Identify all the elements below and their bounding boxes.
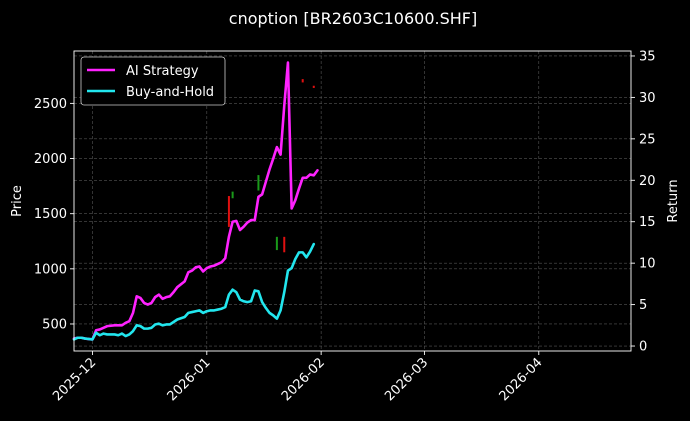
x-tick-label: 2026-03 — [382, 355, 431, 404]
y-left-tick-label: 1500 — [34, 207, 67, 222]
y-right-tick-label: 20 — [639, 174, 656, 189]
y-left-tick-label: 2000 — [34, 152, 67, 167]
legend: AI Strategy Buy-and-Hold — [80, 56, 226, 106]
x-tick-label: 2026-02 — [279, 355, 328, 404]
x-tick-label: 2025-12 — [50, 355, 99, 404]
chart-title: cnoption [BR2603C10600.SHF] — [229, 9, 477, 28]
y-right-tick-label: 15 — [639, 215, 656, 230]
signal-markers — [227, 79, 315, 253]
y-axis-left-label: Price — [10, 185, 25, 217]
legend-box — [80, 56, 226, 106]
y-right-tick-label: 30 — [639, 91, 656, 106]
series-line-buy-and-hold — [72, 242, 316, 341]
plot-frame — [73, 50, 632, 352]
legend-label-ai-strategy: AI Strategy — [126, 64, 199, 79]
legend-label-buy-and-hold: Buy-and-Hold — [126, 85, 214, 100]
y-right-tick-label: 25 — [639, 132, 656, 147]
x-tick-label: 2026-04 — [497, 355, 546, 404]
y-axis-right-label: Return — [666, 179, 681, 222]
y-right-tick-label: 0 — [639, 340, 647, 355]
y-right-tick-label: 10 — [639, 257, 656, 272]
y-left-tick-label: 500 — [42, 317, 67, 332]
series-lines — [72, 61, 319, 341]
y-left-tick-label: 1000 — [34, 262, 67, 277]
y-right-tick-label: 5 — [639, 298, 647, 313]
y-right-tick-label: 35 — [639, 49, 656, 64]
series-line-ai-strategy — [72, 61, 319, 341]
x-tick-label: 2026-01 — [165, 355, 214, 404]
y-left-tick-label: 2500 — [34, 97, 67, 112]
